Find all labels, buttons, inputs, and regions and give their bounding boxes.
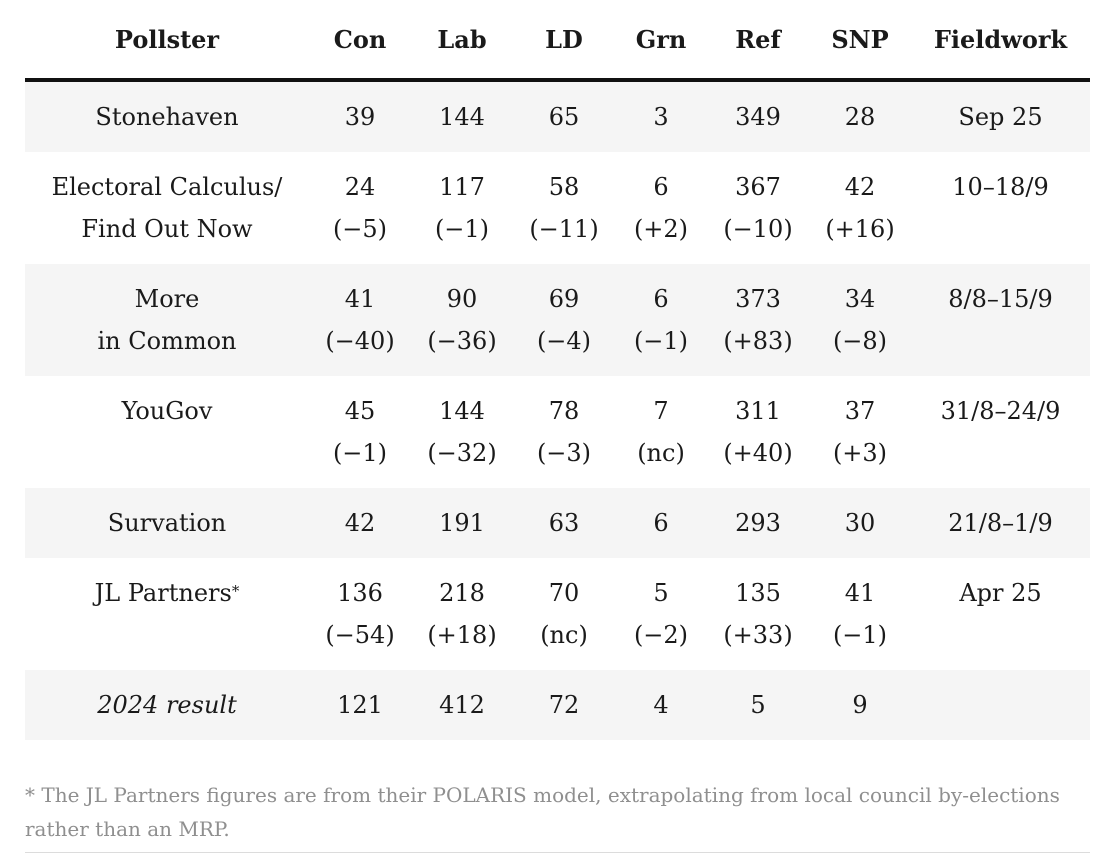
table-row: JL Partners* 136 (−54) 218 (+18) 70 (nc)… bbox=[25, 558, 1090, 670]
fieldwork-cell bbox=[911, 670, 1090, 740]
con-cell: 121 bbox=[309, 670, 411, 740]
table-row: YouGov 45 (−1) 144 (−32) 78 (−3) 7 (nc) bbox=[25, 376, 1090, 488]
pollster-cell: Survation bbox=[25, 488, 309, 558]
ref-cell: 373 (+83) bbox=[707, 264, 809, 376]
table-row: Survation 42 191 63 6 293 30 21/8–1/9 bbox=[25, 488, 1090, 558]
con-cell: 39 bbox=[309, 80, 411, 152]
header-row: Pollster Con Lab LD Grn Ref SNP Fieldwor… bbox=[25, 0, 1090, 82]
grn-cell: 3 bbox=[615, 80, 707, 152]
header-ld: LD bbox=[513, 0, 615, 82]
snp-cell: 37 (+3) bbox=[832, 397, 888, 467]
lab-cell: 117 (−1) bbox=[434, 173, 490, 243]
header-lab: Lab bbox=[411, 0, 513, 82]
grn-cell: 6 (−1) bbox=[615, 264, 707, 376]
lab-cell: 412 bbox=[411, 670, 513, 740]
pollster-name: JL Partners bbox=[94, 579, 232, 607]
ld-cell: 69 (−4) bbox=[513, 264, 615, 376]
snp-cell: 28 bbox=[809, 80, 911, 152]
fieldwork-cell: Sep 25 bbox=[911, 80, 1090, 152]
lab-cell: 191 bbox=[411, 488, 513, 558]
con-cell: 42 bbox=[309, 488, 411, 558]
ld-cell: 63 bbox=[513, 488, 615, 558]
snp-cell: 9 bbox=[809, 670, 911, 740]
header-snp: SNP bbox=[809, 0, 911, 82]
poll-table-container: Pollster Con Lab LD Grn Ref SNP Fieldwor… bbox=[25, 0, 1090, 740]
ld-cell: 65 bbox=[513, 80, 615, 152]
table-row: Electoral Calculus/ Find Out Now 24 (−5)… bbox=[25, 152, 1090, 264]
ld-cell: 58 (−11) bbox=[529, 173, 599, 243]
table-row: 2024 result 121 412 72 4 5 9 bbox=[25, 670, 1090, 740]
table-row: More in Common 41 (−40) 90 (−36) 69 (−4)… bbox=[25, 264, 1090, 376]
con-cell: 24 (−5) bbox=[332, 173, 388, 243]
snp-cell: 30 bbox=[809, 488, 911, 558]
ref-cell: 293 bbox=[707, 488, 809, 558]
ld-cell: 72 bbox=[513, 670, 615, 740]
grn-cell: 6 (+2) bbox=[633, 173, 689, 243]
lab-cell: 144 bbox=[411, 80, 513, 152]
fieldwork-cell: 21/8–1/9 bbox=[911, 488, 1090, 558]
snp-cell: 34 (−8) bbox=[809, 264, 911, 376]
fieldwork-cell: Apr 25 bbox=[959, 579, 1042, 607]
ref-cell: 349 bbox=[707, 80, 809, 152]
con-cell: 136 (−54) bbox=[325, 579, 395, 649]
ref-cell: 311 (+40) bbox=[723, 397, 793, 467]
con-cell: 45 (−1) bbox=[332, 397, 388, 467]
pollster-cell: Electoral Calculus/ Find Out Now bbox=[51, 173, 283, 243]
ref-cell: 135 (+33) bbox=[723, 579, 793, 649]
ld-cell: 78 (−3) bbox=[536, 397, 592, 467]
grn-cell: 7 (nc) bbox=[637, 397, 685, 467]
ref-cell: 5 bbox=[707, 670, 809, 740]
lab-cell: 218 (+18) bbox=[427, 579, 497, 649]
ref-cell: 367 (−10) bbox=[723, 173, 793, 243]
grn-cell: 4 bbox=[615, 670, 707, 740]
seat-projection-table: Pollster Con Lab LD Grn Ref SNP Fieldwor… bbox=[25, 0, 1090, 740]
pollster-cell: 2024 result bbox=[25, 670, 309, 740]
con-cell: 41 (−40) bbox=[309, 264, 411, 376]
grn-cell: 6 bbox=[615, 488, 707, 558]
header-ref: Ref bbox=[707, 0, 809, 82]
lab-cell: 144 (−32) bbox=[427, 397, 497, 467]
snp-cell: 41 (−1) bbox=[832, 579, 888, 649]
header-pollster: Pollster bbox=[25, 0, 309, 82]
header-grn: Grn bbox=[615, 0, 707, 82]
fieldwork-cell: 31/8–24/9 bbox=[940, 397, 1061, 425]
pollster-cell: Stonehaven bbox=[25, 80, 309, 152]
pollster-cell: JL Partners* bbox=[25, 558, 309, 670]
ld-cell: 70 (nc) bbox=[540, 579, 588, 649]
snp-cell: 42 (+16) bbox=[825, 173, 895, 243]
fieldwork-cell: 10–18/9 bbox=[952, 173, 1049, 201]
pollster-cell: More in Common bbox=[25, 264, 309, 376]
table-footnote: * The JL Partners figures are from their… bbox=[25, 778, 1090, 853]
header-con: Con bbox=[309, 0, 411, 82]
fieldwork-cell: 8/8–15/9 bbox=[911, 264, 1090, 376]
lab-cell: 90 (−36) bbox=[411, 264, 513, 376]
header-fieldwork: Fieldwork bbox=[911, 0, 1090, 82]
footnote-marker: * bbox=[231, 582, 240, 600]
grn-cell: 5 (−2) bbox=[633, 579, 689, 649]
pollster-cell: YouGov bbox=[121, 397, 213, 425]
table-row: Stonehaven 39 144 65 3 349 28 Sep 25 bbox=[25, 80, 1090, 152]
